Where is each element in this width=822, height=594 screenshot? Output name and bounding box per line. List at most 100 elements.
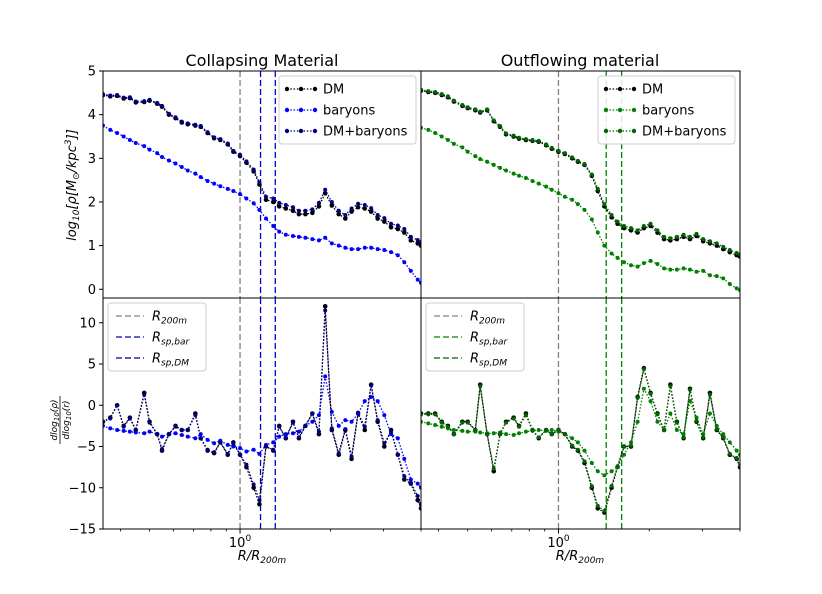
point-baryons	[648, 258, 653, 263]
point-dm-baryons	[382, 441, 387, 446]
point-baryons	[225, 186, 230, 191]
point-dm-baryons	[155, 432, 160, 437]
point-dm-baryons	[439, 92, 444, 97]
point-dm-baryons	[198, 124, 203, 129]
point-dm-baryons	[362, 424, 367, 429]
point-dm-baryons	[687, 387, 692, 392]
point-baryons	[433, 130, 438, 135]
point-baryons	[277, 229, 282, 234]
legend-entry-label: R200m	[152, 310, 187, 327]
point-baryons	[121, 428, 126, 433]
point-baryons	[595, 230, 600, 235]
legend-entry-label: Rsp,bar	[152, 331, 191, 348]
point-dm-baryons	[395, 223, 400, 228]
point-baryons	[316, 238, 321, 243]
point-baryons	[251, 201, 256, 206]
point-baryons	[674, 428, 679, 432]
point-baryons	[523, 175, 528, 180]
point-dm	[257, 501, 262, 507]
point-dm-baryons	[356, 201, 361, 206]
point-dm-baryons	[628, 443, 633, 448]
point-baryons	[491, 162, 496, 167]
x-tick-label: 100	[229, 534, 252, 551]
point-baryons	[238, 192, 243, 197]
point-baryons	[173, 161, 178, 166]
point-baryons	[485, 159, 490, 164]
y-tick-label: 10	[79, 316, 96, 331]
point-baryons	[415, 277, 420, 282]
point-baryons	[362, 245, 367, 250]
point-baryons	[277, 434, 282, 439]
point-dm-baryons	[727, 247, 732, 252]
point-dm	[263, 197, 269, 203]
point-dm-baryons	[290, 420, 295, 425]
point-baryons	[179, 432, 184, 437]
point-baryons	[349, 247, 354, 252]
point-dm-baryons	[562, 151, 567, 156]
y-axis-label-density: log10[ρ[M⊙/kpc3]]	[64, 129, 82, 241]
point-dm-baryons	[674, 420, 679, 425]
point-dm-baryons	[329, 199, 334, 204]
point-dm	[283, 206, 289, 211]
point-baryons	[193, 171, 198, 176]
point-dm-baryons	[549, 432, 554, 437]
point-baryons	[465, 429, 470, 434]
point-dm-baryons	[193, 122, 198, 127]
point-dm-baryons	[127, 95, 132, 100]
point-dm-baryons	[681, 435, 686, 440]
y-tick-label: −15	[69, 523, 96, 538]
point-baryons	[465, 149, 470, 154]
point-baryons	[570, 436, 575, 441]
point-baryons	[402, 260, 407, 265]
point-dm-baryons	[517, 135, 522, 140]
point-dm-baryons	[530, 428, 535, 432]
y-tick-label: −5	[77, 440, 96, 455]
point-dm-baryons	[582, 161, 587, 166]
series-line-dm	[103, 306, 421, 509]
y-tick-label: 3	[88, 152, 96, 167]
point-baryons	[382, 413, 387, 418]
point-dm-baryons	[721, 435, 726, 440]
point-dm-baryons	[155, 100, 160, 105]
point-dm-baryons	[147, 97, 152, 102]
point-baryons	[231, 189, 236, 194]
point-dm-baryons	[185, 428, 190, 432]
legend-entry-label: DM+baryons	[323, 125, 408, 140]
point-baryons	[133, 141, 138, 146]
point-dm-baryons	[523, 137, 528, 142]
point-dm-baryons	[662, 428, 667, 432]
point-baryons	[707, 273, 712, 278]
point-dm-baryons	[244, 159, 249, 164]
panel-title-outflowing: Outflowing material	[501, 51, 660, 70]
point-dm-baryons	[655, 228, 660, 233]
point-baryons	[303, 235, 308, 240]
point-baryons	[251, 447, 256, 452]
point-dm-baryons	[544, 428, 549, 432]
point-baryons	[674, 267, 679, 272]
point-dm-baryons	[694, 231, 699, 236]
point-baryons	[121, 134, 126, 139]
point-baryons	[451, 141, 456, 146]
point-dm-baryons	[465, 105, 470, 110]
point-baryons	[701, 268, 706, 273]
point-dm-baryons	[582, 459, 587, 464]
point-baryons	[142, 144, 147, 149]
point-dm-baryons	[668, 236, 673, 241]
point-dm-baryons	[445, 94, 450, 99]
point-dm-baryons	[727, 451, 732, 456]
point-dm-baryons	[491, 118, 496, 123]
y-tick-label: −10	[69, 481, 96, 496]
panel-outflowing-density: DM baryons DM+baryons	[420, 70, 741, 299]
legend-entry-label: baryons	[323, 104, 375, 119]
point-dm-baryons	[238, 452, 243, 457]
point-dm	[395, 226, 401, 232]
legend-entry-label: DM+baryons	[642, 125, 727, 140]
point-baryons	[439, 424, 444, 429]
point-baryons	[655, 261, 660, 266]
point-dm-baryons	[127, 416, 132, 421]
point-dm-baryons	[290, 205, 295, 210]
point-baryons	[115, 130, 120, 135]
point-baryons	[408, 477, 413, 482]
legend-entry-label: Rsp,DM	[152, 352, 189, 369]
point-dm-baryons	[231, 441, 236, 446]
